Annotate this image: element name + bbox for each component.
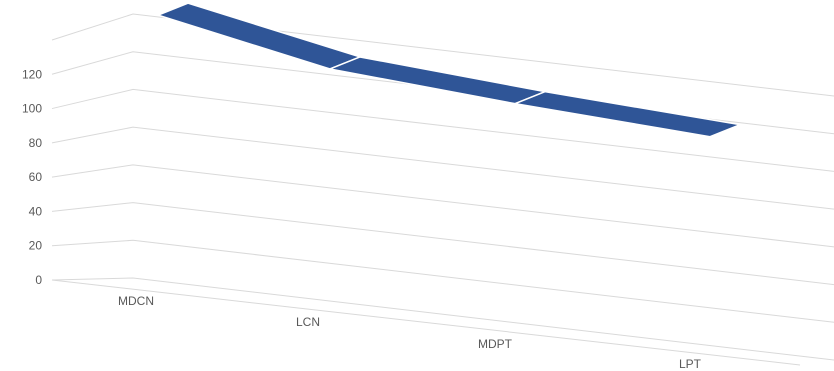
x-category-label: LCN [296, 315, 320, 329]
gridline [51, 202, 834, 286]
gridline [51, 126, 834, 210]
gridline [51, 164, 834, 248]
ribbon-segment [514, 90, 741, 138]
y-tick-label: 40 [29, 204, 43, 218]
y-tick-label: 80 [29, 136, 43, 150]
x-category-label: LPT [679, 357, 702, 371]
axis-lines [51, 279, 801, 366]
y-tick-label: 0 [35, 273, 42, 287]
x-category-label: MDCN [118, 294, 154, 308]
y-tick-label: 120 [22, 67, 42, 81]
y-axis-tick-labels: 0 20 40 60 80 100 120 [22, 67, 42, 287]
ribbon-segment [329, 56, 546, 105]
series-ribbon [157, 2, 741, 138]
y-tick-label: 60 [29, 170, 43, 184]
ribbon-segment [157, 2, 361, 70]
x-category-label: MDPT [478, 337, 513, 351]
gridlines [51, 13, 834, 361]
gridline [51, 277, 834, 361]
gridline [51, 88, 834, 172]
gridline [51, 13, 834, 97]
y-tick-label: 100 [22, 102, 42, 116]
gridline [51, 239, 834, 323]
x-axis-line [51, 279, 801, 366]
x-axis-category-labels: MDCN LCN MDPT LPT [118, 294, 702, 371]
y-tick-label: 20 [29, 239, 43, 253]
